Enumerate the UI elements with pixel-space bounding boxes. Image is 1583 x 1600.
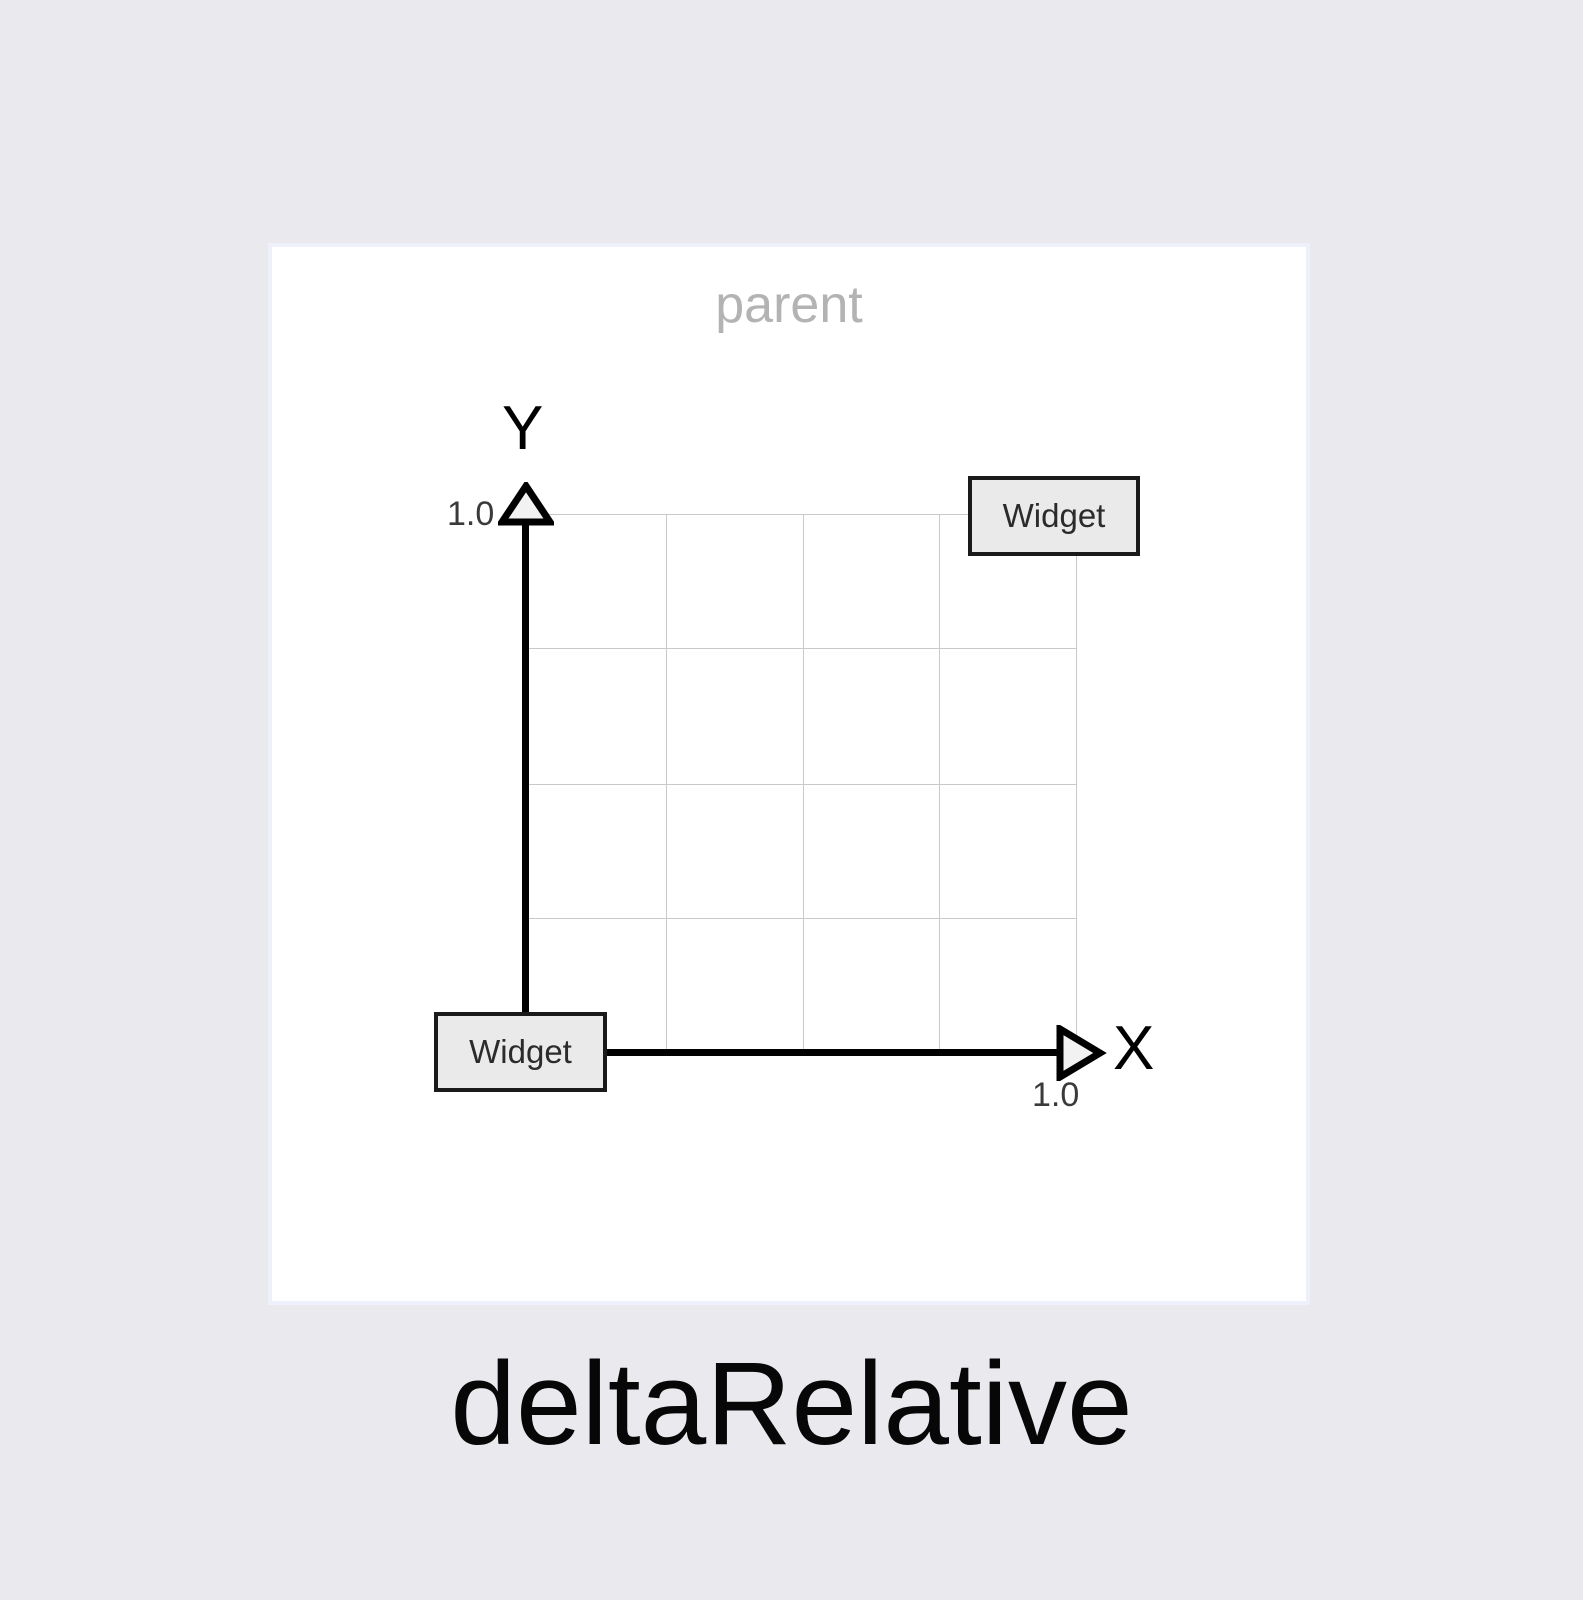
- figure-caption: deltaRelative: [450, 1338, 1133, 1470]
- widget-label: Widget: [469, 1033, 572, 1070]
- parent-title: parent: [715, 276, 863, 334]
- widget-box-top-right[interactable]: Widget: [968, 476, 1140, 556]
- widget-label: Widget: [1002, 497, 1106, 534]
- widget-box-bottom-left[interactable]: Widget: [434, 1012, 607, 1092]
- parent-panel: parent: [268, 243, 1310, 1305]
